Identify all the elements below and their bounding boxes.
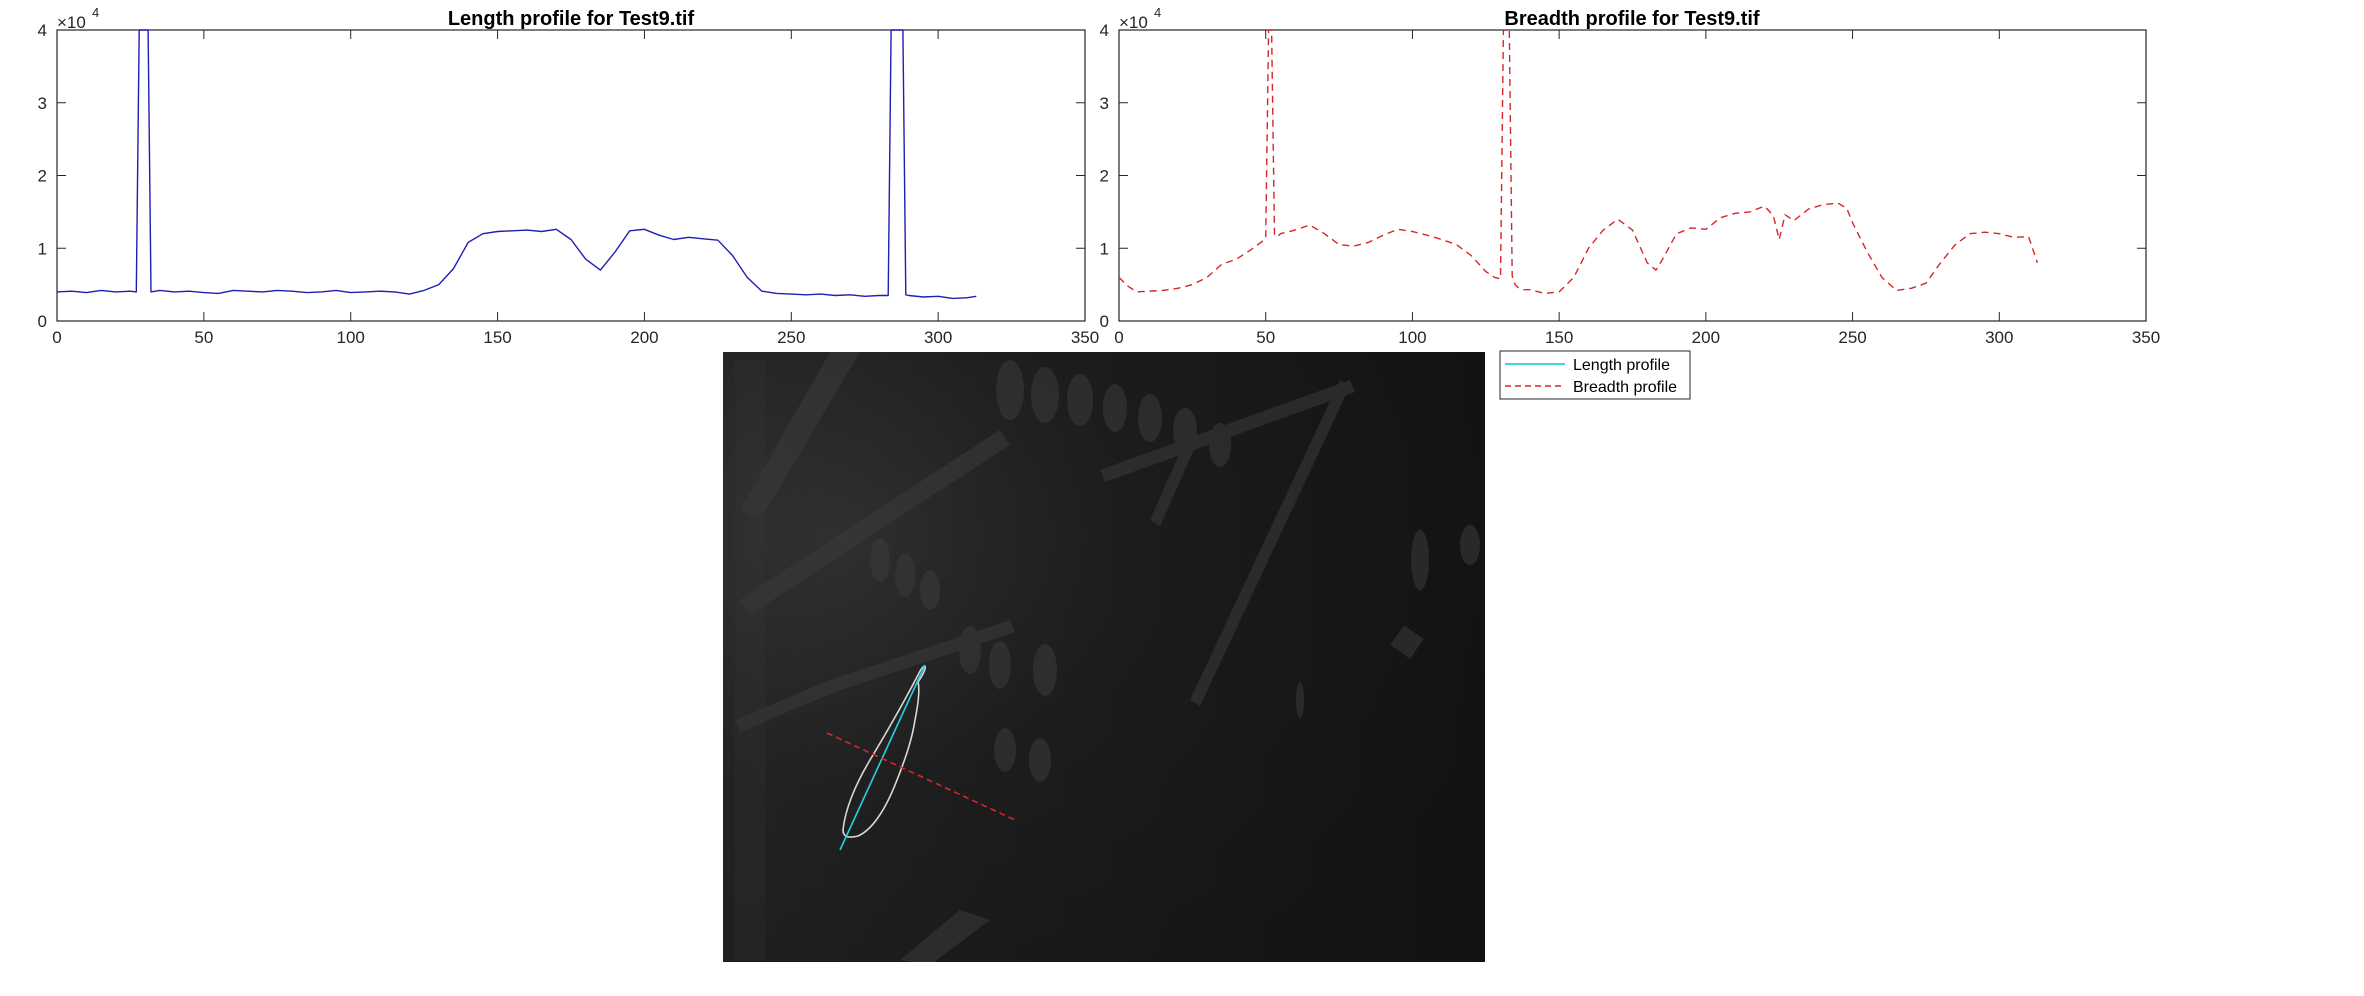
length-y-exponent-power: 4 (92, 5, 99, 20)
breadth-ytick-label-1: 1 (1100, 239, 1109, 258)
breadth-profile-title: Breadth profile for Test9.tif (1504, 8, 1760, 30)
breadth-ytick-label-2: 2 (1100, 167, 1109, 186)
length-ytick-label-3: 3 (38, 94, 47, 113)
breadth-series-line-0 (1118, 29, 2039, 295)
length-xtick-label-2: 100 (337, 328, 365, 347)
length-xtick-label-4: 200 (630, 328, 658, 347)
legend-label-breadth: Breadth profile (1573, 379, 1677, 396)
breadth-ytick-label-4: 4 (1100, 21, 1109, 40)
length-xtick-label-7: 350 (1071, 328, 1099, 347)
breadth-plot-box (1118, 29, 2147, 322)
breadth-xtick-label-2: 100 (1398, 328, 1426, 347)
length-xtick-label-6: 300 (924, 328, 952, 347)
length-ytick-label-4: 4 (38, 21, 47, 40)
length-profile-title: Length profile for Test9.tif (448, 8, 695, 30)
image-panel (723, 352, 1485, 962)
length-ytick-label-0: 0 (38, 312, 47, 331)
breadth-ytick-label-3: 3 (1100, 94, 1109, 113)
length-y-exponent-base: ×10 (57, 13, 86, 32)
breadth-xtick-label-4: 200 (1692, 328, 1720, 347)
legend-entry-length: Length profile (1505, 357, 1670, 374)
breadth-xtick-label-5: 250 (1838, 328, 1866, 347)
length-series-line-0 (56, 29, 977, 300)
length-xtick-label-1: 50 (194, 328, 213, 347)
length-xtick-label-0: 0 (52, 328, 61, 347)
breadth-xtick-label-7: 350 (2132, 328, 2160, 347)
length-ytick-label-1: 1 (38, 239, 47, 258)
length-profile-line (839, 664, 926, 851)
length-xtick-label-3: 150 (483, 328, 511, 347)
breadth-y-exponent: ×10 4 (1119, 5, 1161, 32)
breadth-y-exponent-base: ×10 (1119, 13, 1148, 32)
breadth-xtick-label-0: 0 (1114, 328, 1123, 347)
legend-entry-breadth: Breadth profile (1505, 379, 1677, 396)
legend: Length profile Breadth profile (1499, 350, 1691, 400)
breadth-profile-axes: Breadth profile for Test9.tif ×10 4 0 50 1… (1100, 5, 2161, 347)
legend-box (1499, 350, 1691, 400)
breadth-xtick-label-1: 50 (1256, 328, 1275, 347)
length-xtick-label-5: 250 (777, 328, 805, 347)
length-profile-axes: Length profile for Test9.tif ×10 4 0 50 10… (38, 5, 1100, 347)
breadth-profile-line (826, 732, 1016, 821)
legend-label-length: Length profile (1573, 357, 1670, 374)
breadth-xtick-label-6: 300 (1985, 328, 2013, 347)
length-ytick-label-2: 2 (38, 167, 47, 186)
breadth-y-exponent-power: 4 (1154, 5, 1161, 20)
image-structures (735, 352, 1480, 962)
breadth-ytick-label-0: 0 (1100, 312, 1109, 331)
length-y-exponent: ×10 4 (57, 5, 99, 32)
breadth-xtick-label-3: 150 (1545, 328, 1573, 347)
length-plot-box (56, 29, 1086, 322)
